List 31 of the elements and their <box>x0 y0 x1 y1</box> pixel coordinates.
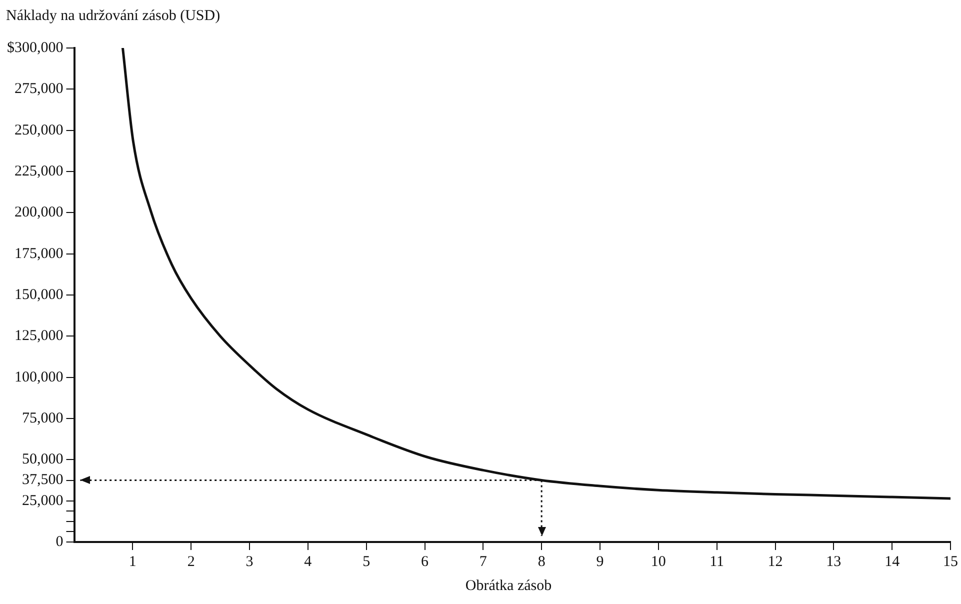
y-tick-label: 100,000 <box>14 369 64 386</box>
x-tick-label: 8 <box>538 554 546 570</box>
y-tick-label: $300,000 <box>7 40 64 56</box>
y-tick-label: 75,000 <box>22 410 64 426</box>
y-tick-label: 150,000 <box>14 286 64 303</box>
y-tick-label: 275,000 <box>14 81 64 98</box>
x-tick-label: 6 <box>421 554 429 570</box>
x-tick-label: 3 <box>246 554 254 570</box>
x-tick-label: 13 <box>826 554 842 570</box>
x-tick-label: 7 <box>479 554 488 570</box>
x-tick-label: 2 <box>187 554 195 570</box>
y-tick-label: 125,000 <box>14 328 64 344</box>
y-tick-label: 0 <box>56 534 64 550</box>
y-tick-label: 25,000 <box>22 492 64 509</box>
x-axis-title: Obrátka zásob <box>465 578 552 594</box>
y-tick-label: 225,000 <box>14 163 64 180</box>
x-tick-label: 9 <box>596 554 604 570</box>
y-axis-title: Náklady na udržování zásob (USD) <box>6 8 220 25</box>
x-tick-label: 4 <box>304 554 312 570</box>
y-tick-label: 37,500 <box>22 472 64 488</box>
x-tick-label: 11 <box>710 554 724 570</box>
y-tick-label: 250,000 <box>14 122 64 138</box>
x-tick-label: 5 <box>362 554 370 570</box>
y-tick-label: 175,000 <box>14 246 64 262</box>
y-tick-label: 50,000 <box>22 452 64 468</box>
x-tick-label: 12 <box>768 554 783 570</box>
x-tick-label: 10 <box>650 554 666 570</box>
x-tick-label: 14 <box>884 554 900 570</box>
x-tick-label: 15 <box>943 554 958 570</box>
y-tick-label: 200,000 <box>14 204 64 221</box>
x-tick-label: 1 <box>128 554 136 570</box>
